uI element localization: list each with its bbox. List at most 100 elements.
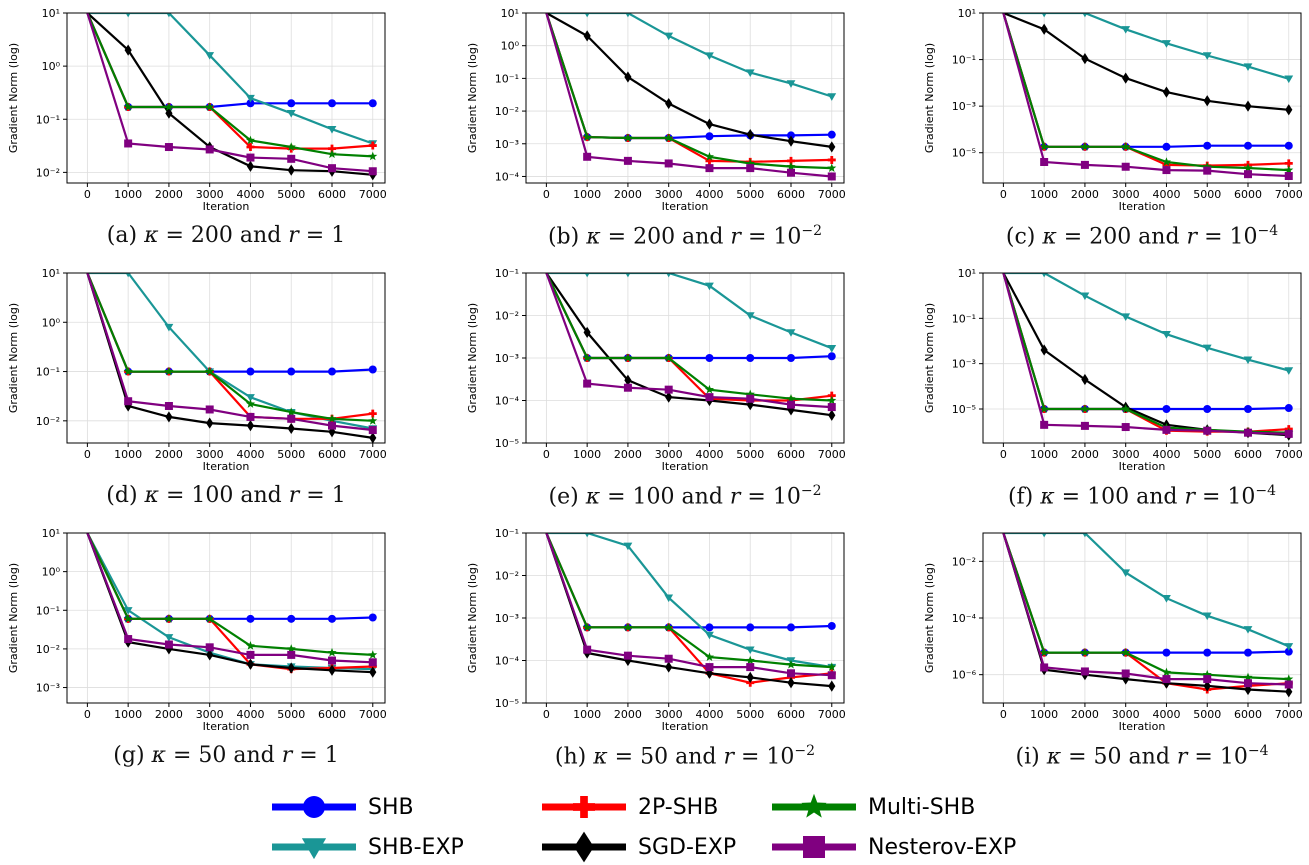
data-point-multi-shb [1243, 672, 1253, 682]
data-point-nesterov-exp [1162, 425, 1171, 434]
data-point-nesterov-exp [583, 152, 592, 161]
data-point-shb [746, 354, 755, 362]
data-point-shb [1244, 141, 1252, 150]
data-point-nesterov-exp [746, 164, 755, 173]
y-tick-label: 10⁻¹ [495, 72, 519, 85]
data-point-shb [1284, 141, 1293, 150]
data-point-shb [246, 99, 255, 108]
data-point-nesterov-exp [246, 153, 255, 162]
data-point-multi-shb [827, 662, 837, 671]
x-axis-label: Iteration [662, 720, 709, 733]
x-tick-label: 3000 [655, 188, 683, 201]
series-group [545, 533, 837, 692]
x-tick-label: 7000 [1275, 188, 1303, 201]
data-point-nesterov-exp [1244, 428, 1252, 437]
data-point-sgd-exp [369, 432, 377, 443]
data-point-shb-exp [1082, 13, 1088, 18]
data-point-shb [787, 354, 795, 362]
x-tick-label: 3000 [1112, 188, 1140, 201]
series-line-sgd-exp [1002, 533, 1289, 693]
x-tick-label: 1000 [1030, 708, 1058, 721]
x-tick-label: 0 [84, 448, 91, 461]
data-point-multi-shb [286, 142, 296, 151]
data-point-nesterov-exp [1203, 675, 1212, 684]
x-tick-label: 1000 [1030, 188, 1058, 201]
data-point-shb-exp [827, 93, 837, 101]
x-tick-label: 7000 [818, 188, 846, 201]
x-axis-label: Iteration [1119, 460, 1166, 473]
x-tick-label: 0 [543, 708, 550, 721]
y-axis-label: Gradient Norm (log) [7, 563, 20, 673]
data-point-sgd-exp [1203, 680, 1211, 692]
y-axis-label: Gradient Norm (log) [7, 303, 20, 413]
x-tick-label: 6000 [777, 188, 805, 201]
x-tick-label: 5000 [736, 448, 764, 461]
legend-label: SGD-EXP [638, 834, 737, 860]
data-point-shb-exp [623, 542, 633, 551]
data-point-nesterov-exp [328, 656, 336, 665]
data-point-shb-exp [125, 13, 131, 18]
data-point-shb-exp [625, 273, 631, 278]
data-point-shb [287, 99, 296, 108]
series-line-shb [1002, 273, 1289, 411]
data-point-nesterov-exp [827, 671, 836, 680]
x-tick-label: 2000 [614, 708, 642, 721]
data-point-shb [827, 130, 836, 139]
x-tick-label: 5000 [277, 708, 305, 721]
data-point-sgd-exp [1081, 373, 1089, 386]
data-point-multi-shb [1121, 141, 1131, 151]
panel-h: 0 1000 2000 3000 4000 5000 6000 7000 10⁻⁵ 10⁻⁴ 10⁻… [466, 527, 846, 733]
data-point-multi-shb [1039, 647, 1049, 657]
series-line-nesterov-exp [1002, 13, 1289, 178]
data-point-multi-shb [1202, 161, 1212, 171]
x-tick-label: 2000 [155, 448, 183, 461]
data-point-shb [1284, 404, 1293, 413]
x-tick-label: 7000 [359, 708, 387, 721]
y-tick-label: 10⁰ [42, 566, 61, 579]
data-point-multi-shb [745, 158, 755, 168]
data-point-nesterov-exp [368, 426, 377, 435]
data-point-shb-exp [1121, 569, 1131, 578]
data-point-shb [368, 99, 377, 108]
y-tick-label: 10¹ [42, 527, 60, 540]
x-tick-label: 1000 [573, 188, 601, 201]
series-group [545, 13, 837, 181]
legend-swatch [542, 796, 626, 818]
data-point-multi-shb [368, 416, 378, 425]
data-point-shb-exp [666, 273, 672, 278]
series-line-sgd-exp [545, 533, 832, 688]
panel-caption: (h) κ = 50 and r = 10−2 [554, 743, 816, 770]
series-line-multi-shb [86, 13, 373, 158]
x-tick-label: 4000 [1152, 708, 1180, 721]
series-line-shb [86, 13, 373, 109]
series-line-shb [545, 13, 832, 140]
data-point-multi-shb [1202, 669, 1212, 679]
y-tick-label: 10⁻⁴ [495, 395, 520, 408]
series-group [545, 273, 837, 421]
series-group [1002, 13, 1294, 181]
data-point-shb-exp [1243, 626, 1253, 634]
data-point-shb [1203, 141, 1212, 150]
data-point-nesterov-exp [287, 154, 296, 163]
data-point-nesterov-exp [205, 405, 214, 414]
y-tick-label: 10⁻¹ [952, 54, 976, 67]
legend: SHB 2P-SHB Multi-SHB SHB-EXP SGD-EXP Nesterov… [270, 790, 1070, 865]
series-line-shb-exp [546, 533, 832, 669]
data-point-shb [705, 354, 714, 362]
data-point-shb [705, 623, 714, 632]
panel-i: 0 1000 2000 3000 4000 5000 6000 7000 10⁻⁶ 10⁻⁴ 10⁻… [923, 532, 1303, 733]
data-point-nesterov-exp [705, 393, 714, 402]
data-point-multi-shb [245, 641, 256, 650]
x-tick-label: 7000 [359, 188, 387, 201]
x-tick-label: 2000 [1071, 188, 1099, 201]
data-point-nesterov-exp [1244, 679, 1252, 688]
x-tick-label: 6000 [318, 708, 346, 721]
data-point-shb [328, 99, 336, 108]
data-point-nesterov-exp [664, 654, 673, 663]
data-point-multi-shb [1284, 165, 1294, 174]
x-tick-label: 0 [543, 188, 550, 201]
data-point-nesterov-exp [664, 159, 673, 168]
x-tick-label: 0 [84, 708, 91, 721]
x-tick-label: 0 [543, 448, 550, 461]
data-point-nesterov-exp [368, 167, 377, 176]
